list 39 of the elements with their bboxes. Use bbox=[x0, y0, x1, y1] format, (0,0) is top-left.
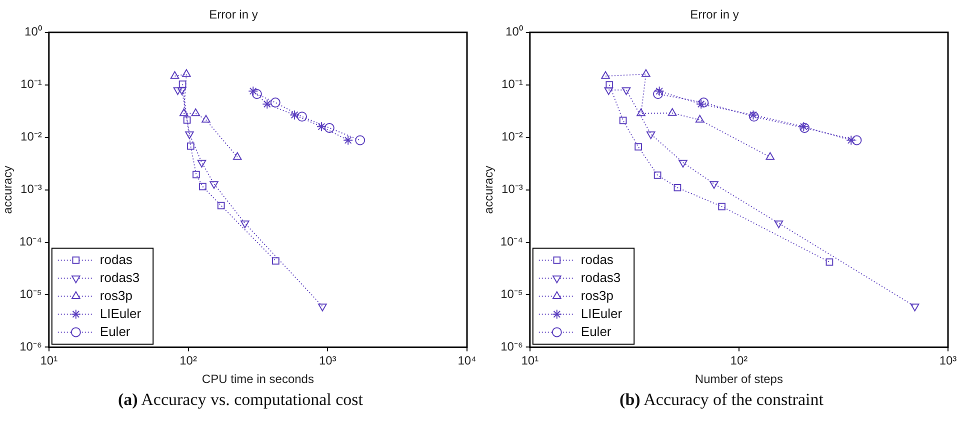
text: (a) Accuracy vs. computational cost bbox=[116, 390, 364, 410]
y-axis-title: accuracy bbox=[482, 166, 496, 214]
x-tick-label: 10² bbox=[730, 354, 748, 368]
x-tick-label: 10¹ bbox=[40, 354, 58, 368]
y-tick-label: 10⁻⁶ bbox=[20, 340, 42, 354]
x-tick-label: 10³ bbox=[939, 354, 957, 368]
y-tick-label: 10⁻¹ bbox=[20, 77, 42, 92]
legend-label: LIEuler bbox=[580, 306, 623, 321]
legend-label: Euler bbox=[100, 324, 131, 339]
x-tick-label: 10³ bbox=[318, 354, 336, 368]
y-tick-label: 10⁻² bbox=[502, 130, 523, 144]
x-tick-label: 10² bbox=[180, 354, 197, 368]
text: (b) Accuracy of the constraint bbox=[618, 390, 824, 410]
legend-label: ros3p bbox=[580, 288, 614, 303]
legend-label: rodas3 bbox=[100, 270, 140, 285]
y-tick-label: 10⁻⁴ bbox=[19, 234, 42, 249]
x-axis-title: CPU time in seconds bbox=[202, 372, 314, 386]
chart-title: Error in y bbox=[690, 8, 739, 22]
y-tick-label: 10⁻¹ bbox=[502, 77, 523, 92]
x-tick-label: 10¹ bbox=[521, 354, 539, 368]
y-tick-label: 10⁰ bbox=[24, 24, 42, 39]
y-tick-label: 10⁻⁶ bbox=[500, 340, 523, 354]
legend-label: LIEuler bbox=[100, 306, 142, 321]
legend-label: rodas bbox=[580, 252, 614, 267]
legend-label: rodas bbox=[100, 252, 133, 267]
y-tick-label: 10⁻³ bbox=[20, 182, 42, 196]
y-tick-label: 10⁻⁴ bbox=[500, 234, 523, 249]
y-tick-label: 10⁻² bbox=[20, 130, 42, 144]
x-tick-label: 10⁴ bbox=[458, 354, 476, 368]
x-axis-title: Number of steps bbox=[694, 372, 783, 386]
legend-label: rodas3 bbox=[580, 270, 621, 285]
y-tick-label: 10⁰ bbox=[506, 24, 523, 39]
legend-label: Euler bbox=[580, 324, 612, 339]
y-tick-label: 10⁻³ bbox=[502, 182, 523, 196]
legend-label: ros3p bbox=[100, 288, 132, 303]
chart-title: Error in y bbox=[209, 8, 258, 22]
y-tick-label: 10⁻⁵ bbox=[500, 287, 523, 302]
y-tick-label: 10⁻⁵ bbox=[20, 287, 42, 302]
y-axis-title: accuracy bbox=[0, 166, 15, 214]
